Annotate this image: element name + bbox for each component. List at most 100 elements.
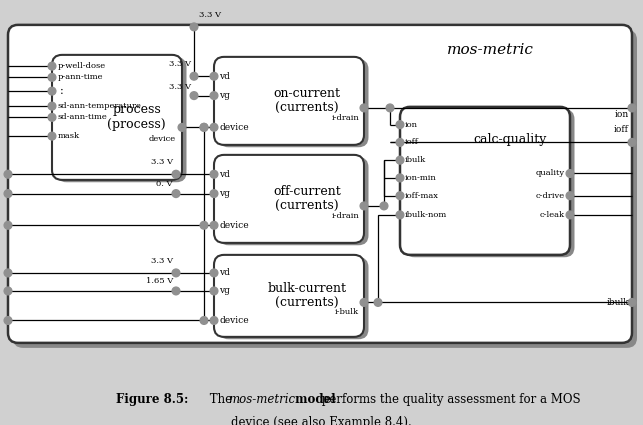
Text: device: device	[219, 123, 249, 132]
Circle shape	[4, 287, 12, 295]
Text: ibulk-nom: ibulk-nom	[405, 211, 448, 219]
Circle shape	[628, 104, 636, 112]
Circle shape	[360, 202, 368, 210]
Text: model: model	[291, 393, 335, 406]
Text: ibulk: ibulk	[405, 156, 426, 164]
Text: sd-ann-time: sd-ann-time	[58, 113, 108, 122]
Text: 0. V: 0. V	[156, 180, 173, 187]
FancyBboxPatch shape	[57, 57, 186, 182]
Circle shape	[210, 221, 218, 229]
Text: c-leak: c-leak	[540, 211, 565, 219]
Text: mask: mask	[58, 132, 80, 140]
Circle shape	[172, 269, 180, 277]
Text: ioff: ioff	[614, 125, 629, 134]
Circle shape	[396, 174, 404, 182]
Circle shape	[396, 139, 404, 146]
Circle shape	[200, 221, 208, 229]
Circle shape	[396, 121, 404, 128]
Text: mos-metric: mos-metric	[228, 393, 295, 406]
FancyBboxPatch shape	[214, 57, 364, 145]
Text: i-drain: i-drain	[331, 114, 359, 122]
FancyBboxPatch shape	[13, 30, 637, 348]
Text: 3.3 V: 3.3 V	[151, 257, 173, 265]
Circle shape	[178, 124, 186, 131]
Text: vd: vd	[219, 269, 230, 278]
Text: Figure 8.5:: Figure 8.5:	[116, 393, 188, 406]
Circle shape	[48, 132, 56, 140]
Circle shape	[190, 92, 198, 99]
Text: p-well-dose: p-well-dose	[58, 62, 106, 70]
Circle shape	[360, 299, 368, 306]
FancyBboxPatch shape	[219, 157, 368, 245]
Circle shape	[200, 124, 208, 131]
Text: The: The	[206, 393, 235, 406]
Text: 3.3 V: 3.3 V	[151, 158, 173, 166]
Text: ioff: ioff	[405, 139, 419, 146]
Circle shape	[190, 72, 198, 80]
Text: vg: vg	[219, 286, 230, 295]
Text: 3.3 V: 3.3 V	[199, 11, 221, 19]
Circle shape	[48, 102, 56, 110]
Text: off-current
(currents): off-current (currents)	[273, 185, 341, 213]
Text: i-bulk: i-bulk	[335, 309, 359, 317]
Circle shape	[210, 190, 218, 198]
Text: i-drain: i-drain	[331, 212, 359, 220]
Circle shape	[190, 23, 198, 31]
Circle shape	[4, 269, 12, 277]
Circle shape	[4, 317, 12, 324]
FancyBboxPatch shape	[400, 107, 570, 255]
FancyBboxPatch shape	[219, 257, 368, 339]
Text: bulk-current
(currents): bulk-current (currents)	[267, 282, 347, 310]
Text: device: device	[219, 316, 249, 325]
Text: device: device	[149, 136, 176, 143]
Circle shape	[4, 221, 12, 229]
Text: :: :	[60, 86, 64, 96]
Circle shape	[628, 299, 636, 306]
FancyBboxPatch shape	[214, 255, 364, 337]
Circle shape	[566, 192, 574, 199]
Text: 3.3 V: 3.3 V	[169, 82, 191, 91]
Text: p-ann-time: p-ann-time	[58, 74, 104, 81]
Text: on-current
(currents): on-current (currents)	[273, 87, 341, 115]
FancyBboxPatch shape	[52, 55, 182, 180]
Text: quality: quality	[536, 170, 565, 178]
Circle shape	[210, 317, 218, 324]
Text: ibulk: ibulk	[606, 298, 629, 307]
Circle shape	[374, 299, 382, 306]
Circle shape	[210, 72, 218, 80]
Circle shape	[210, 92, 218, 99]
Text: vd: vd	[219, 72, 230, 81]
Circle shape	[396, 192, 404, 199]
FancyBboxPatch shape	[214, 155, 364, 243]
Circle shape	[4, 170, 12, 178]
Text: ion-min: ion-min	[405, 174, 437, 182]
Text: ion: ion	[615, 110, 629, 119]
FancyBboxPatch shape	[404, 109, 574, 257]
Text: calc-quality: calc-quality	[474, 133, 547, 146]
Text: c-drive: c-drive	[536, 192, 565, 200]
Circle shape	[48, 74, 56, 81]
Circle shape	[396, 156, 404, 164]
Circle shape	[48, 113, 56, 121]
Text: mos-metric: mos-metric	[446, 43, 534, 57]
Circle shape	[172, 170, 180, 178]
Text: vd: vd	[219, 170, 230, 179]
Circle shape	[48, 87, 56, 95]
Circle shape	[200, 317, 208, 324]
Text: performs the quality assessment for a MOS: performs the quality assessment for a MO…	[318, 393, 580, 406]
Circle shape	[628, 139, 636, 146]
Circle shape	[396, 211, 404, 219]
Circle shape	[566, 211, 574, 219]
Circle shape	[380, 202, 388, 210]
Text: 1.65 V: 1.65 V	[146, 277, 173, 285]
Text: device: device	[219, 221, 249, 230]
Circle shape	[360, 104, 368, 112]
Circle shape	[566, 170, 574, 177]
Circle shape	[210, 269, 218, 277]
Circle shape	[386, 104, 394, 112]
Text: 3.3 V: 3.3 V	[169, 60, 191, 68]
Circle shape	[172, 190, 180, 198]
Text: ioff-max: ioff-max	[405, 192, 439, 200]
Circle shape	[210, 170, 218, 178]
Text: vg: vg	[219, 189, 230, 198]
